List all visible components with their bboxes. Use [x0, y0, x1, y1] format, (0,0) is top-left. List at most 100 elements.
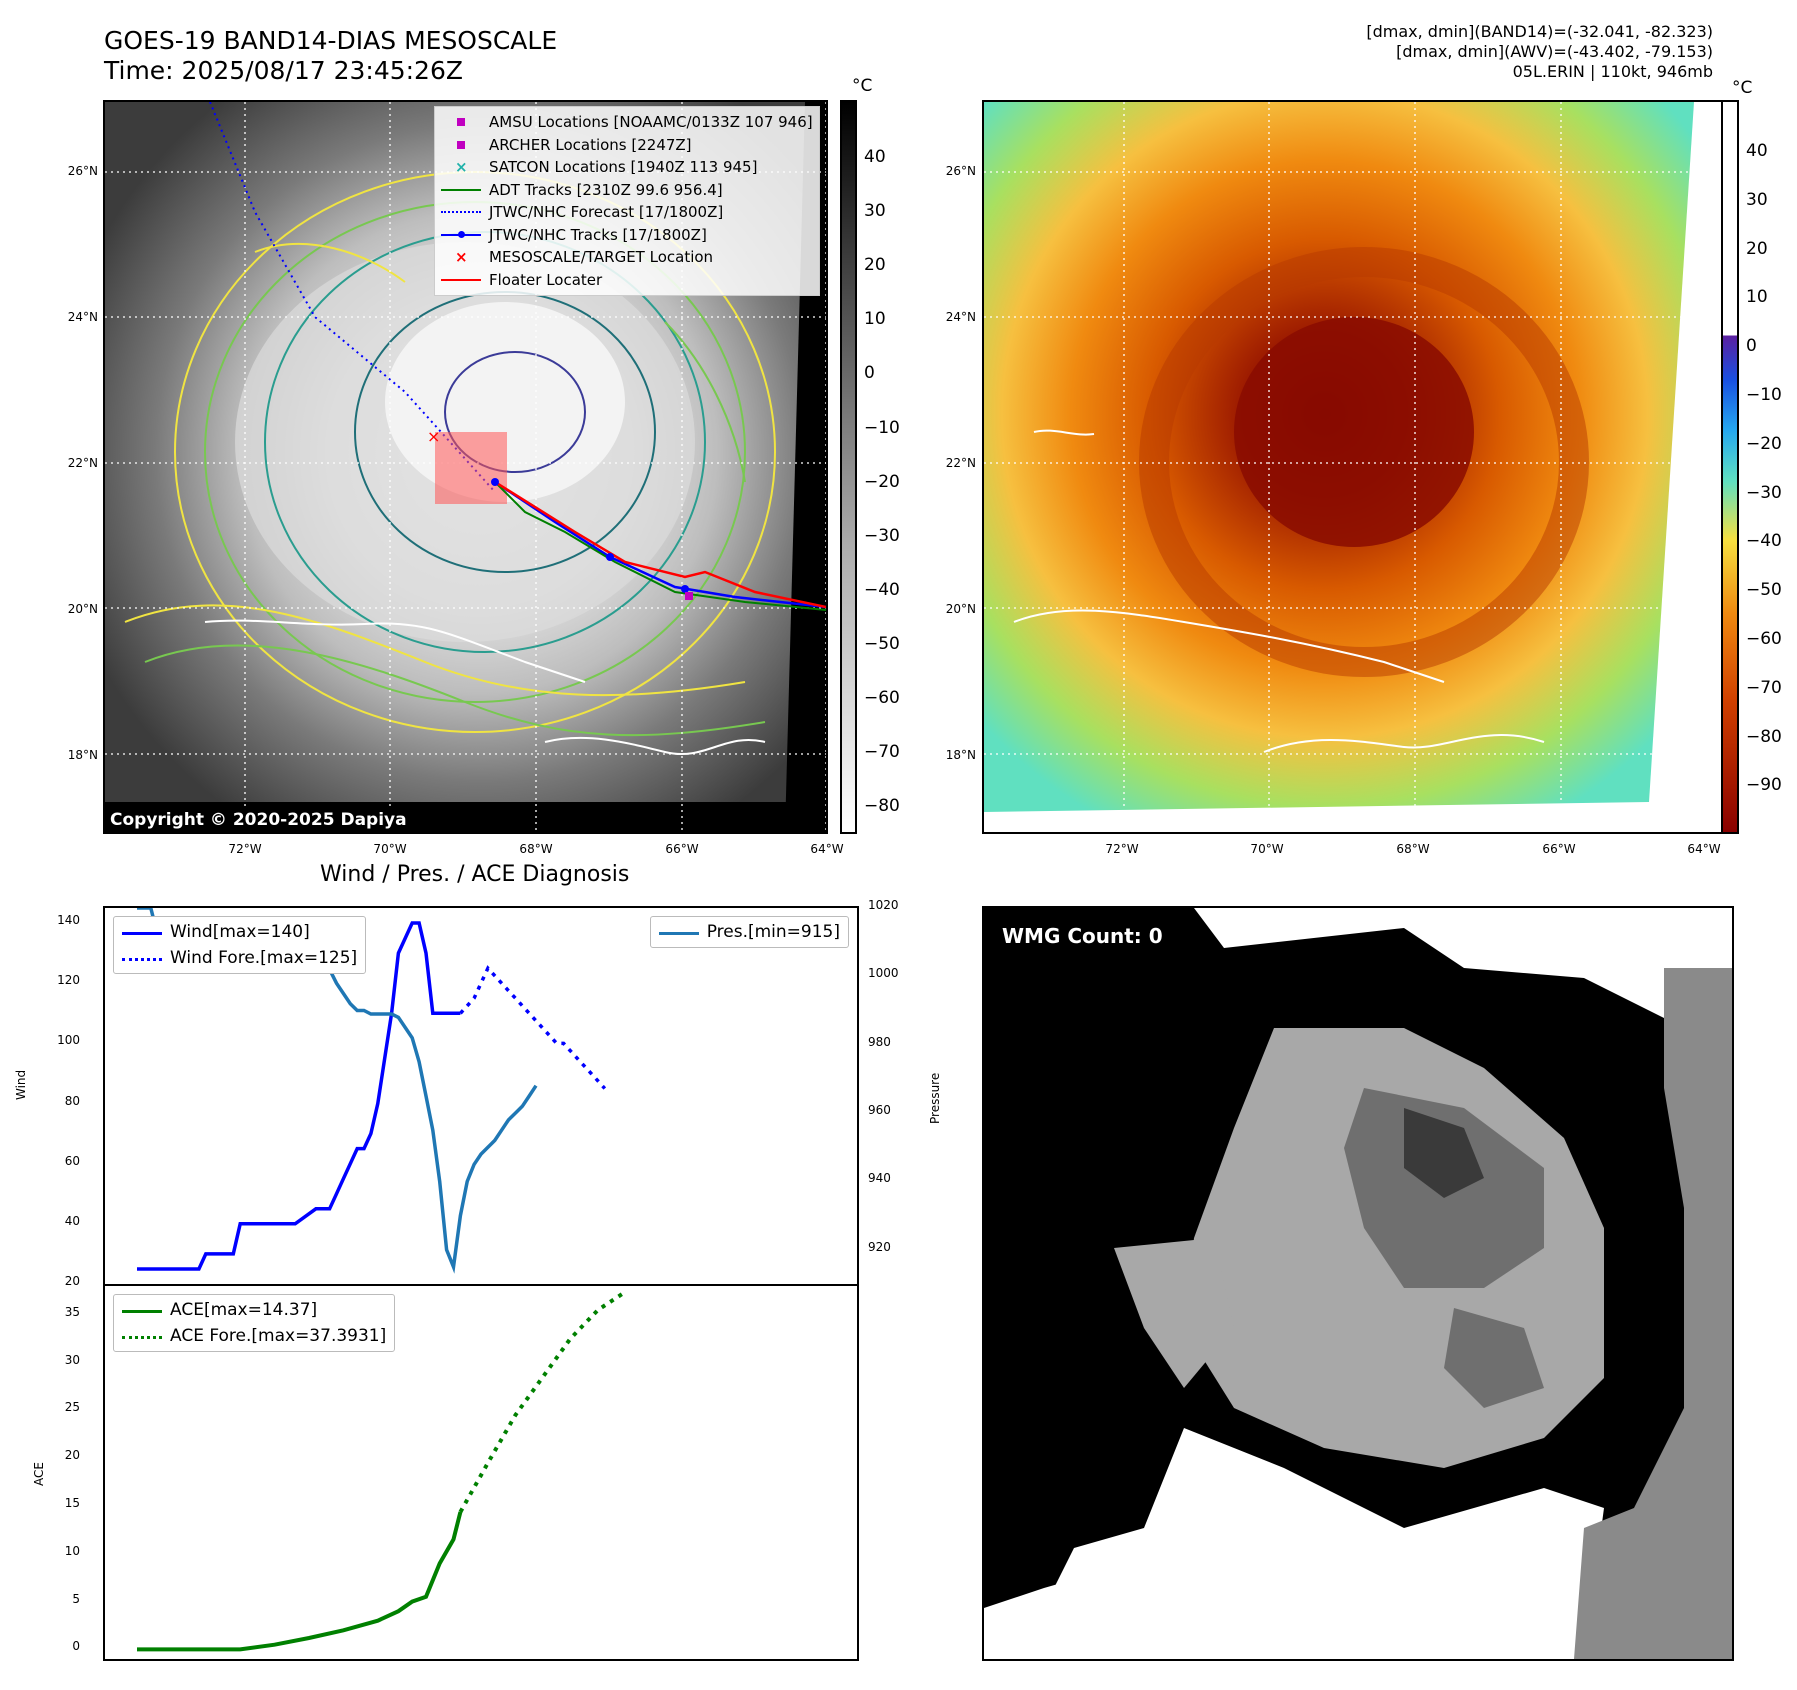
color-colorbar-tick: 0	[1746, 336, 1757, 356]
ir-colorbar-tick: 10	[864, 309, 886, 329]
pressure-ytick: 960	[868, 1103, 891, 1118]
ir-legend-label: SATCON Locations [1940Z 113 945]	[489, 158, 758, 176]
diagnosis-title: Wind / Pres. / ACE Diagnosis	[320, 862, 630, 887]
pressure-legend: Pres.[min=915]	[649, 916, 849, 948]
color-colorbar-tick: 30	[1746, 190, 1768, 210]
ace-axis-label: ACE	[32, 1462, 46, 1486]
chart-legend-item: Wind Fore.[max=125]	[122, 945, 357, 971]
info-line-1: [dmax, dmin](BAND14)=(-32.041, -82.323)	[1366, 22, 1713, 41]
color-colorbar-tick: −10	[1746, 385, 1782, 405]
ir-colorbar-tick: 40	[864, 147, 886, 167]
copyright-label: Copyright © 2020-2025 Dapiya	[105, 808, 413, 832]
ace-plot	[137, 1290, 627, 1652]
color-colorbar-tick: −80	[1746, 727, 1782, 747]
color-colorbar-tick: 10	[1746, 287, 1768, 307]
figure-title: GOES-19 BAND14-DIAS MESOSCALE Time: 2025…	[104, 26, 557, 86]
ir-colorbar-tick: −60	[864, 688, 900, 708]
ace-ytick: 20	[64, 1448, 80, 1463]
pressure-ytick: 940	[868, 1171, 891, 1186]
wind-series-line	[459, 965, 607, 1090]
color-colorbar-tick: −70	[1746, 678, 1782, 698]
floater-track	[494, 480, 826, 609]
ace-ytick: 30	[64, 1352, 80, 1367]
ir-colorbar-tick: −70	[864, 742, 900, 762]
ir-lat-label: 24°N	[67, 310, 98, 324]
ir-map-legend: AMSU Locations [NOAAMC/0133Z 107 946] ARC…	[434, 106, 820, 296]
storm-info: [dmax, dmin](BAND14)=(-32.041, -82.323) …	[1366, 22, 1713, 82]
color-lat-label: 20°N	[945, 602, 976, 616]
color-lat-label: 26°N	[945, 164, 976, 178]
color-lon-label: 64°W	[1687, 842, 1721, 856]
ir-legend-label: Floater Locater	[489, 270, 603, 289]
color-colorbar-tick: −90	[1746, 775, 1782, 795]
mesoscale-target-marker: ×	[427, 427, 440, 446]
ir-colorbar-tick: −20	[864, 472, 900, 492]
color-colorbar-tick: −30	[1746, 483, 1782, 503]
wind-legend: Wind[max=140] Wind Fore.[max=125]	[113, 916, 367, 974]
color-lon-label: 68°W	[1396, 842, 1430, 856]
ir-legend-item: JTWC/NHC Forecast [17/1800Z]	[441, 201, 813, 224]
ir-legend-item: × SATCON Locations [1940Z 113 945]	[441, 156, 813, 179]
ace-ytick: 15	[64, 1495, 80, 1510]
pressure-axis-label: Pressure	[928, 1072, 942, 1124]
chart-legend-item: Pres.[min=915]	[658, 919, 840, 945]
color-lat-label: 24°N	[945, 310, 976, 324]
ir-legend-item: ADT Tracks [2310Z 99.6 956.4]	[441, 179, 813, 202]
wmg-panel: WMG Count: 0	[982, 906, 1734, 1661]
color-map-grid	[984, 102, 1729, 832]
ir-lon-label: 70°W	[373, 842, 407, 856]
ir-lat-label: 20°N	[67, 602, 98, 616]
legend-line-icon	[122, 1302, 162, 1318]
legend-symbol-icon: ×	[455, 248, 468, 267]
color-colorbar-tick: −50	[1746, 580, 1782, 600]
chart-legend-label: Wind[max=140]	[170, 922, 310, 942]
ir-colorbar-unit: °C	[852, 76, 873, 96]
wind-series-line	[137, 921, 461, 1271]
title-line-1: GOES-19 BAND14-DIAS MESOSCALE	[104, 26, 558, 55]
ace-series-line	[137, 1511, 463, 1652]
ir-colorbar-tick: 0	[864, 363, 875, 383]
color-lat-label: 22°N	[945, 456, 976, 470]
color-colorbar-tick: −20	[1746, 434, 1782, 454]
color-colorbar-tick: −60	[1746, 629, 1782, 649]
title-line-2: Time: 2025/08/17 23:45:26Z	[104, 56, 463, 85]
info-line-3: 05L.ERIN | 110kt, 946mb	[1512, 62, 1713, 81]
legend-line-icon	[122, 924, 162, 940]
jtwc-track	[494, 480, 826, 609]
color-lon-label: 72°W	[1105, 842, 1139, 856]
legend-symbol-icon	[441, 114, 481, 130]
ir-legend-item: ARCHER Locations [2247Z]	[441, 134, 813, 157]
wind-ytick: 100	[57, 1033, 80, 1048]
ir-legend-item: AMSU Locations [NOAAMC/0133Z 107 946]	[441, 111, 813, 134]
ace-chart: ACE[max=14.37] ACE Fore.[max=37.3931]	[103, 1284, 859, 1661]
ace-legend: ACE[max=14.37] ACE Fore.[max=37.3931]	[113, 1294, 396, 1352]
wind-ytick: 60	[64, 1153, 80, 1168]
color-lat-label: 18°N	[945, 748, 976, 762]
color-colorbar-tick: 20	[1746, 239, 1768, 259]
color-map-panel	[982, 100, 1731, 834]
ir-legend-label: ADT Tracks [2310Z 99.6 956.4]	[489, 180, 723, 199]
floater-box	[435, 432, 507, 504]
ir-legend-label: ARCHER Locations [2247Z]	[489, 135, 692, 154]
chart-legend-label: Wind Fore.[max=125]	[170, 948, 358, 968]
legend-symbol-icon	[441, 182, 481, 198]
wind-ytick: 120	[57, 973, 80, 988]
ir-legend-item: JTWC/NHC Tracks [17/1800Z]	[441, 224, 813, 247]
chart-legend-label: ACE[max=14.37]	[170, 1300, 318, 1320]
wmg-image	[984, 908, 1732, 1659]
pressure-ytick: 980	[868, 1034, 891, 1049]
legend-line-icon	[122, 1328, 162, 1344]
pressure-ytick: 1000	[868, 966, 899, 981]
ir-lon-label: 72°W	[228, 842, 262, 856]
color-lon-label: 70°W	[1250, 842, 1284, 856]
ir-colorbar-tick: −50	[864, 634, 900, 654]
ir-legend-label: JTWC/NHC Tracks [17/1800Z]	[489, 225, 707, 244]
legend-symbol-icon: ×	[455, 158, 468, 177]
ir-colorbar-tick: 30	[864, 201, 886, 221]
ir-legend-label: AMSU Locations [NOAAMC/0133Z 107 946]	[489, 113, 813, 131]
ir-legend-item: × MESOSCALE/TARGET Location	[441, 246, 813, 269]
wind-pressure-chart: Wind[max=140] Wind Fore.[max=125] Pres.[m…	[103, 906, 859, 1286]
ir-legend-label: MESOSCALE/TARGET Location	[489, 248, 714, 266]
ir-lat-label: 26°N	[67, 164, 98, 178]
color-lon-label: 66°W	[1542, 842, 1576, 856]
